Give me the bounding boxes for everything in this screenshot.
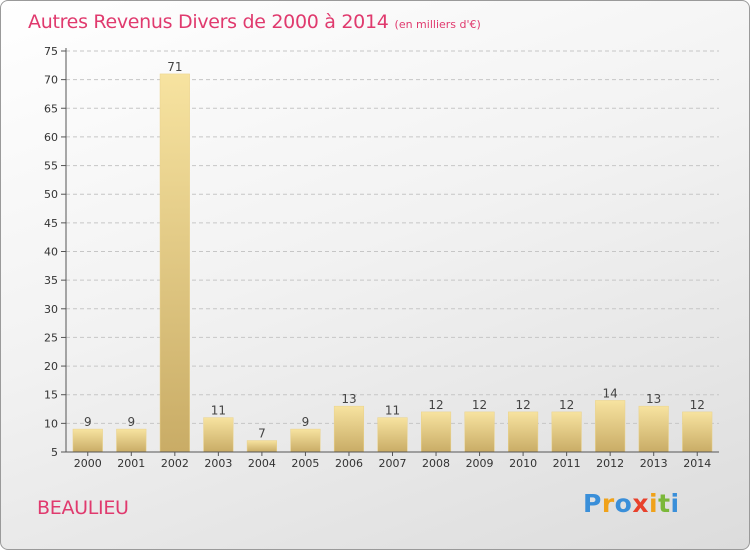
bar-2013: [638, 405, 669, 453]
value-label: 12: [690, 398, 705, 412]
y-axis-ticks: 5 10 15 20 25 30 35 40 45 50 55 60 65 70 75: [44, 45, 66, 459]
x-tick-label: 2011: [553, 457, 581, 470]
y-tick-label: 30: [44, 303, 58, 316]
x-tick-label: 2003: [204, 457, 232, 470]
y-tick-label: 40: [44, 246, 58, 259]
bar-2003: [203, 417, 234, 453]
y-tick-label: 60: [44, 131, 58, 144]
logo-letter: o: [614, 489, 633, 518]
y-tick-label: 10: [44, 417, 58, 430]
y-tick-label: 15: [44, 389, 58, 402]
bar-series: [72, 73, 713, 453]
value-label: 9: [84, 415, 92, 429]
value-label: 12: [515, 398, 530, 412]
bar-2002: [159, 73, 190, 453]
value-label: 14: [603, 386, 618, 400]
value-label: 12: [428, 398, 443, 412]
y-tick-label: 55: [44, 160, 58, 173]
location-name: BEAULIEU: [37, 497, 129, 519]
y-tick-label: 25: [44, 331, 58, 344]
x-tick-label: 2000: [74, 457, 102, 470]
y-tick-label: 35: [44, 274, 58, 287]
value-label: 11: [385, 404, 400, 418]
value-label: 13: [646, 392, 661, 406]
y-tick-label: 20: [44, 360, 58, 373]
x-tick-label: 2006: [335, 457, 363, 470]
x-tick-label: 2005: [291, 457, 319, 470]
logo-letter: i: [670, 489, 680, 518]
x-tick-label: 2002: [161, 457, 189, 470]
proxiti-logo: Proxiti: [583, 489, 680, 518]
x-axis-ticks: 2000 2001 2002 2003 2004 2005 2006 2007 2008 2009…: [74, 452, 711, 470]
chart-title: Autres Revenus Divers de 2000 à 2014 (en …: [28, 11, 481, 33]
value-label: 13: [341, 392, 356, 406]
value-label: 9: [127, 415, 135, 429]
bar-2009: [464, 411, 495, 453]
value-labels: 9 9 71 11 7 9 13 11 12 12 12 12 14 13 12: [84, 60, 705, 441]
x-tick-label: 2008: [422, 457, 450, 470]
title-unit: (en milliers d'€): [394, 18, 481, 31]
y-tick-label: 50: [44, 188, 58, 201]
x-tick-label: 2012: [596, 457, 624, 470]
bar-2010: [508, 411, 539, 453]
bar-2006: [333, 405, 365, 453]
bar-2001: [116, 428, 147, 453]
logo-letter: x: [632, 489, 649, 518]
bar-2000: [72, 428, 103, 453]
x-tick-label: 2014: [683, 457, 711, 470]
value-label: 7: [258, 427, 266, 441]
value-label: 11: [211, 404, 226, 418]
logo-letter: i: [649, 489, 659, 518]
y-tick-label: 5: [51, 446, 58, 459]
logo-letter: r: [601, 489, 615, 518]
logo-letter: P: [583, 489, 602, 518]
bar-2008: [420, 411, 452, 453]
logo-letter: t: [658, 489, 671, 518]
x-tick-label: 2010: [509, 457, 537, 470]
value-label: 9: [302, 415, 310, 429]
bar-2007: [377, 417, 408, 453]
y-tick-label: 65: [44, 102, 58, 115]
x-tick-label: 2004: [248, 457, 276, 470]
value-label: 12: [472, 398, 487, 412]
bar-2011: [551, 411, 582, 453]
x-tick-label: 2001: [117, 457, 145, 470]
bar-2014: [682, 411, 713, 453]
title-text: Autres Revenus Divers de 2000 à 2014: [28, 11, 389, 33]
x-tick-label: 2007: [379, 457, 407, 470]
y-tick-label: 70: [44, 74, 58, 87]
value-label: 12: [559, 398, 574, 412]
value-label: 71: [167, 60, 182, 74]
y-tick-label: 45: [44, 217, 58, 230]
y-tick-label: 75: [44, 45, 58, 58]
x-tick-label: 2013: [640, 457, 668, 470]
x-tick-label: 2009: [466, 457, 494, 470]
bar-2012: [595, 400, 626, 453]
bar-2004: [246, 440, 277, 453]
bar-2005: [290, 428, 321, 453]
